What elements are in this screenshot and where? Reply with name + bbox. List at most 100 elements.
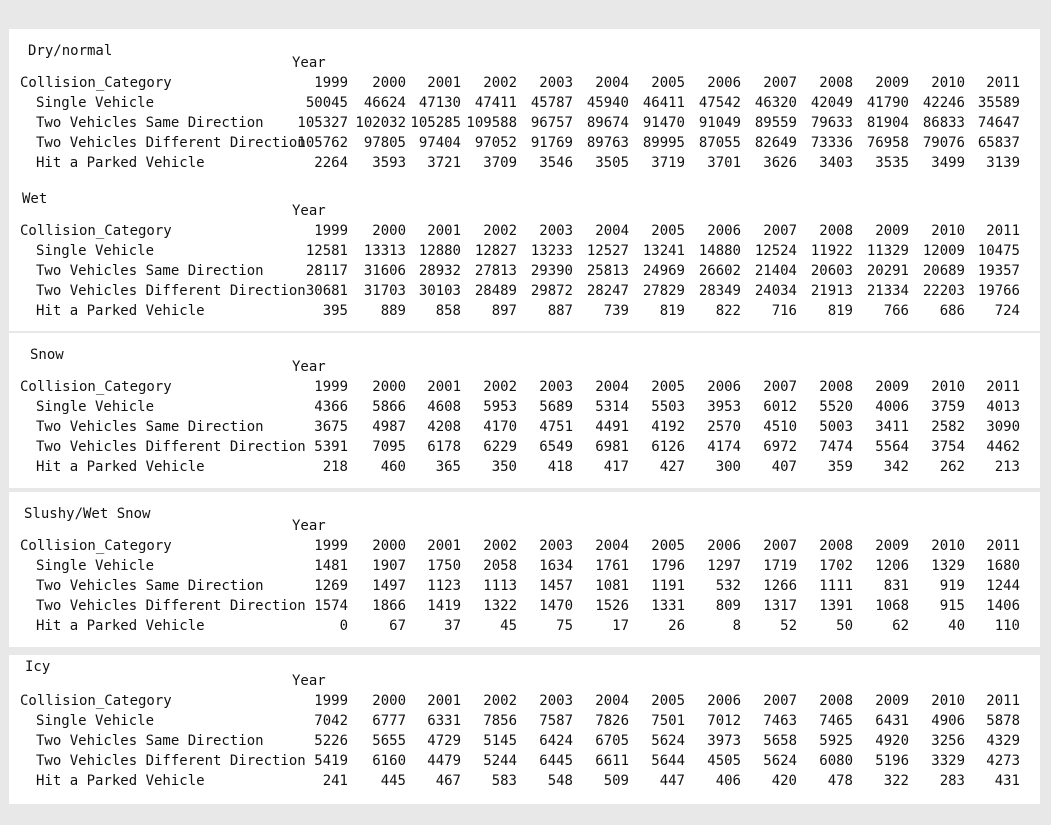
year-header-cell: 2011: [986, 223, 1020, 239]
year-header-cell: 2000: [372, 379, 406, 395]
table-panel: Slushy/Wet Snow Year Collision_Category 199…: [9, 492, 1040, 647]
value-cell: 4491: [595, 419, 629, 435]
value-cell: 1068: [875, 598, 909, 614]
year-header-cell: 2002: [483, 693, 517, 709]
value-cell: 7095: [372, 439, 406, 455]
value-cell: 350: [491, 459, 517, 475]
value-cell: 47411: [474, 95, 517, 111]
value-cell: 29390: [530, 263, 573, 279]
value-cell: 5658: [763, 733, 797, 749]
category-label: Single Vehicle: [36, 95, 155, 111]
year-header-cell: 1999: [314, 223, 348, 239]
value-cell: 7826: [595, 713, 629, 729]
value-cell: 3329: [931, 753, 965, 769]
value-cell: 3719: [651, 155, 685, 171]
year-header-cell: 2009: [875, 693, 909, 709]
value-cell: 5226: [314, 733, 348, 749]
value-cell: 37: [444, 618, 461, 634]
table-row: Single Vehicle 12581 13313 12880 12827 13233 1…: [9, 241, 1040, 261]
value-cell: 4751: [539, 419, 573, 435]
category-label: Two Vehicles Same Direction: [36, 115, 264, 131]
value-cell: 12524: [754, 243, 797, 259]
value-cell: 1297: [707, 558, 741, 574]
value-cell: 739: [603, 303, 629, 319]
value-cell: 7042: [314, 713, 348, 729]
value-cell: 40: [948, 618, 965, 634]
table-row: Hit a Parked Vehicle 218 460 365 350 418 417 42…: [9, 457, 1040, 477]
value-cell: 4920: [875, 733, 909, 749]
year-header-cell: 2003: [539, 693, 573, 709]
value-cell: 12527: [586, 243, 629, 259]
table-row: Two Vehicles Different Direction 5391 7095…: [9, 437, 1040, 457]
value-cell: 31703: [363, 283, 406, 299]
table-row: Single Vehicle 50045 46624 47130 47411 45787 4…: [9, 93, 1040, 113]
table-row: Single Vehicle 1481 1907 1750 2058 1634 1761 17…: [9, 556, 1040, 576]
value-cell: 1322: [483, 598, 517, 614]
value-cell: 3721: [427, 155, 461, 171]
value-cell: 431: [994, 773, 1020, 789]
value-cell: 1457: [539, 578, 573, 594]
value-cell: 8: [732, 618, 741, 634]
category-label: Two Vehicles Different Direction: [36, 135, 306, 151]
year-header-cell: 2010: [931, 538, 965, 554]
category-label: Single Vehicle: [36, 399, 155, 415]
value-cell: 17: [612, 618, 629, 634]
year-label: Year: [292, 203, 326, 219]
value-cell: 359: [827, 459, 853, 475]
value-cell: 724: [994, 303, 1020, 319]
value-cell: 3535: [875, 155, 909, 171]
year-header-cell: 2009: [875, 379, 909, 395]
value-cell: 2058: [483, 558, 517, 574]
value-cell: 89995: [642, 135, 685, 151]
value-cell: 7463: [763, 713, 797, 729]
value-cell: 5564: [875, 439, 909, 455]
category-label: Two Vehicles Same Direction: [36, 578, 264, 594]
value-cell: 28489: [474, 283, 517, 299]
year-header-cell: 2010: [931, 379, 965, 395]
year-header-cell: 2005: [651, 379, 685, 395]
table-row: Two Vehicles Same Direction 105327 102032 1…: [9, 113, 1040, 133]
value-cell: 13241: [642, 243, 685, 259]
value-cell: 4462: [986, 439, 1020, 455]
value-cell: 1761: [595, 558, 629, 574]
value-cell: 75: [556, 618, 573, 634]
value-cell: 4170: [483, 419, 517, 435]
year-header-cell: 1999: [314, 693, 348, 709]
year-header-cell: 2001: [427, 538, 461, 554]
value-cell: 21334: [866, 283, 909, 299]
value-cell: 96757: [530, 115, 573, 131]
value-cell: 22203: [922, 283, 965, 299]
value-cell: 27829: [642, 283, 685, 299]
value-cell: 1111: [819, 578, 853, 594]
year-header-cell: 2006: [707, 693, 741, 709]
value-cell: 1331: [651, 598, 685, 614]
value-cell: 46624: [363, 95, 406, 111]
value-cell: 6981: [595, 439, 629, 455]
value-cell: 89674: [586, 115, 629, 131]
value-cell: 13233: [530, 243, 573, 259]
value-cell: 1574: [314, 598, 348, 614]
value-cell: 52: [780, 618, 797, 634]
value-cell: 6705: [595, 733, 629, 749]
value-cell: 45787: [530, 95, 573, 111]
value-cell: 50045: [305, 95, 348, 111]
year-header-cell: 2004: [595, 75, 629, 91]
value-cell: 4013: [986, 399, 1020, 415]
value-cell: 109588: [466, 115, 517, 131]
year-header-cell: 2007: [763, 223, 797, 239]
value-cell: 1719: [763, 558, 797, 574]
year-header-cell: 2011: [986, 379, 1020, 395]
value-cell: 406: [715, 773, 741, 789]
value-cell: 322: [883, 773, 909, 789]
value-cell: 467: [435, 773, 461, 789]
value-cell: 686: [939, 303, 965, 319]
category-label: Two Vehicles Different Direction: [36, 753, 306, 769]
value-cell: 4987: [372, 419, 406, 435]
value-cell: 819: [659, 303, 685, 319]
year-header-cell: 2001: [427, 75, 461, 91]
value-cell: 3546: [539, 155, 573, 171]
value-cell: 1796: [651, 558, 685, 574]
value-cell: 4608: [427, 399, 461, 415]
value-cell: 766: [883, 303, 909, 319]
value-cell: 858: [435, 303, 461, 319]
